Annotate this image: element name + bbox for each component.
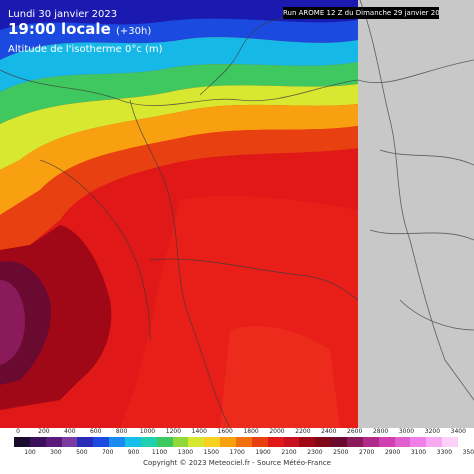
isotherm-map (0, 0, 474, 428)
legend-top-label: 200 (38, 428, 50, 435)
legend-swatch (204, 437, 221, 447)
legend-swatch (61, 437, 78, 447)
time-value: 19:00 locale (8, 20, 111, 38)
legend-swatch (109, 437, 126, 447)
legend-bottom-label: 1500 (203, 449, 219, 456)
legend-bottom-label: 1700 (229, 449, 245, 456)
legend-bottom-label: 2900 (384, 449, 401, 456)
legend-swatch (93, 437, 110, 447)
legend-bottom-label: 3300 (436, 449, 453, 456)
legend-swatch (156, 437, 174, 447)
date-line: Lundi 30 janvier 2023 (8, 9, 118, 20)
legend-bottom-label: 1900 (255, 449, 271, 456)
color-legend (0, 428, 474, 474)
legend-top-label: 1400 (191, 428, 207, 435)
legend-bottom-label: 2700 (359, 449, 375, 456)
legend-bottom-label: 100 (24, 449, 36, 456)
legend-top-label: 3000 (398, 428, 415, 435)
legend-top-label: 600 (89, 428, 102, 435)
legend-top-label: 1600 (217, 428, 233, 435)
legend-swatch (188, 437, 205, 447)
country-borders (0, 0, 474, 428)
legend-top-label: 1000 (139, 428, 156, 435)
legend-swatch (77, 437, 94, 447)
legend-swatch (299, 437, 316, 447)
legend-top-label: 0 (16, 428, 20, 435)
legend-top-label: 3200 (424, 428, 441, 435)
legend-bottom-label: 2500 (333, 449, 349, 456)
legend-top-label: 3400 (450, 428, 466, 435)
legend-top-label: 800 (115, 428, 128, 435)
legend-swatch (140, 437, 158, 447)
legend-bottom-label: 3100 (410, 449, 427, 456)
legend-swatch (315, 437, 332, 447)
legend-swatch (378, 437, 396, 447)
outside-domain-area (358, 0, 474, 428)
legend-top-label: 2800 (372, 428, 389, 435)
legend-bottom-label: 2300 (307, 449, 323, 456)
copyright-credit: Copyright © 2023 Meteociel.fr - Source M… (143, 459, 331, 467)
legend-swatch (442, 437, 459, 447)
legend-top-label: 2400 (321, 428, 337, 435)
legend-bottom-label: 1100 (151, 449, 168, 456)
legend-bottom-label: 700 (101, 449, 114, 456)
legend-swatch (251, 437, 269, 447)
legend-swatch (267, 437, 285, 447)
legend-swatch (362, 437, 380, 447)
legend-swatch (172, 437, 189, 447)
legend-top-label: 2200 (295, 428, 311, 435)
legend-swatch (45, 437, 63, 447)
legend-swatch (331, 437, 348, 447)
legend-swatch (394, 437, 411, 447)
legend-bottom-label: 3500 (462, 449, 474, 456)
legend-top-label: 400 (64, 428, 76, 435)
legend-bottom-label: 1300 (177, 449, 194, 456)
lead-time: (+30h) (115, 26, 152, 37)
legend-swatch (14, 437, 31, 447)
legend-swatch (220, 437, 237, 447)
time-line: 19:00 locale (+30h) (8, 20, 151, 38)
isotherm-field (0, 0, 358, 428)
legend-swatch (29, 437, 47, 447)
legend-swatch (426, 437, 443, 447)
parameter-label: Altitude de l'isotherme 0°c (m) (8, 44, 163, 55)
legend-top-label: 1200 (165, 428, 182, 435)
legend-bottom-label: 300 (50, 449, 62, 456)
legend-top-label: 2600 (347, 428, 363, 435)
legend-swatch (236, 437, 253, 447)
legend-swatch (125, 437, 142, 447)
run-info: Run AROME 12 Z du Dimanche 29 janvier 20… (283, 7, 439, 19)
legend-swatch (283, 437, 300, 447)
legend-bottom-label: 2100 (281, 449, 297, 456)
legend-bottom-label: 500 (76, 449, 88, 456)
legend-top-label: 1800 (243, 428, 259, 435)
legend-bottom-label: 900 (127, 449, 140, 456)
legend-swatch (347, 437, 364, 447)
legend-top-label: 2000 (269, 428, 285, 435)
legend-swatch (410, 437, 427, 447)
